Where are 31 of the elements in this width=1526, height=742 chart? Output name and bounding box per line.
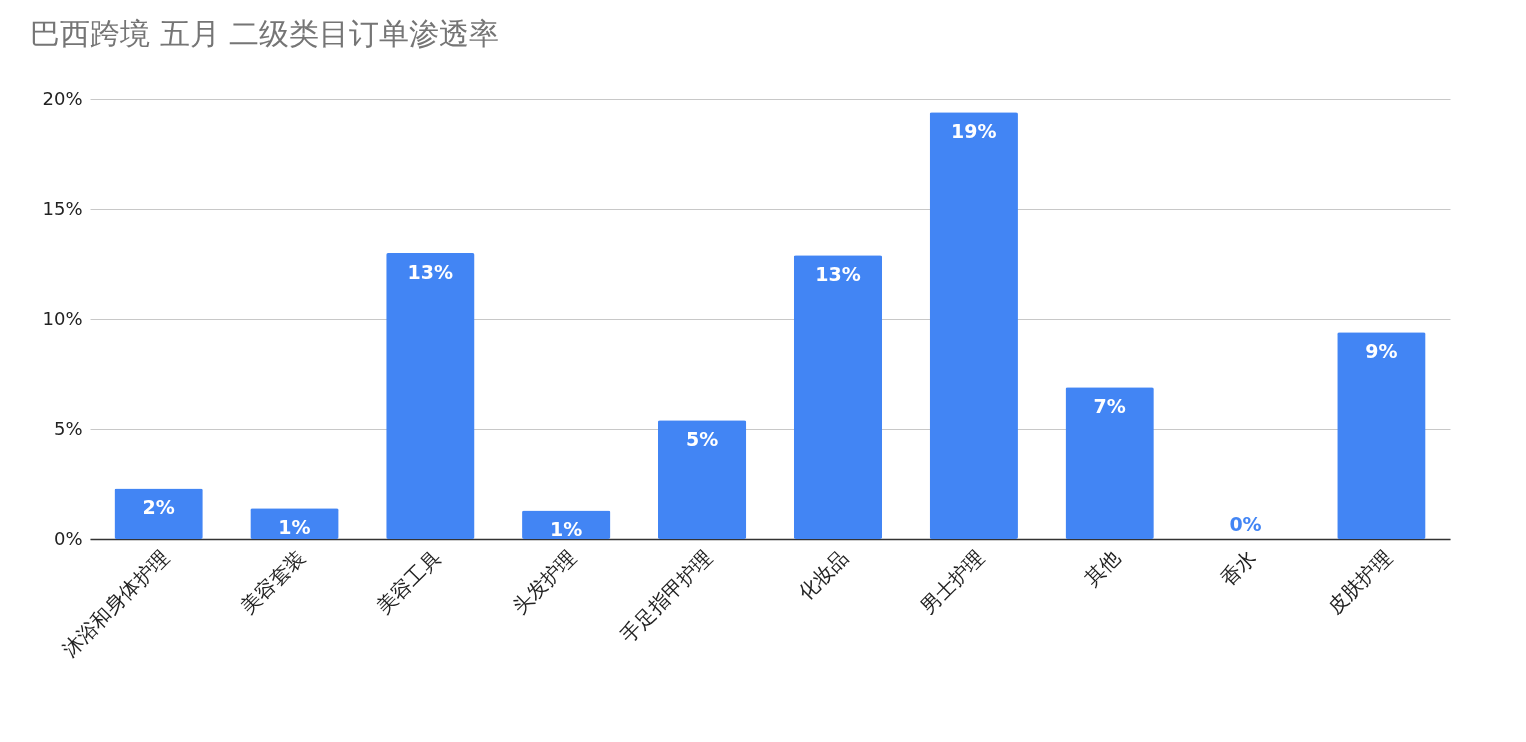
- x-tick-label: 化妆品: [793, 545, 853, 605]
- bar: [1065, 387, 1154, 539]
- y-tick-label: 10%: [42, 307, 83, 329]
- data-label: 0%: [1229, 513, 1262, 535]
- data-label: 1%: [550, 518, 583, 541]
- data-label: 2%: [142, 496, 175, 519]
- data-label: 5%: [685, 428, 719, 451]
- x-tick-label: 香水: [1215, 545, 1261, 591]
- y-tick-label: 5%: [53, 417, 83, 439]
- data-label: 19%: [951, 120, 997, 143]
- x-tick-label: 手足指甲护理: [615, 545, 717, 648]
- data-label: 13%: [407, 261, 454, 283]
- bar: [114, 488, 203, 539]
- bar: [1337, 332, 1426, 539]
- data-label: 9%: [1365, 340, 1398, 363]
- x-tick-label: 皮肤护理: [1322, 545, 1397, 619]
- data-label: 7%: [1093, 395, 1126, 418]
- data-label: 1%: [278, 516, 311, 539]
- data-label: 13%: [815, 263, 861, 286]
- y-tick-label: 15%: [42, 197, 83, 219]
- bar: [386, 253, 475, 539]
- x-tick-label: 美容工具: [371, 545, 446, 619]
- x-tick-label: 头发护理: [507, 545, 582, 619]
- bar: [793, 255, 883, 539]
- x-tick-label: 美容套装: [235, 545, 310, 619]
- bar: [657, 420, 747, 539]
- x-tick-label: 其他: [1079, 545, 1125, 591]
- y-tick-label: 20%: [42, 87, 83, 109]
- x-tick-label: 男士护理: [915, 545, 989, 619]
- bar: [929, 112, 1018, 539]
- chart-title: 巴西跨境 五月 二级类目订单渗透率: [30, 16, 500, 51]
